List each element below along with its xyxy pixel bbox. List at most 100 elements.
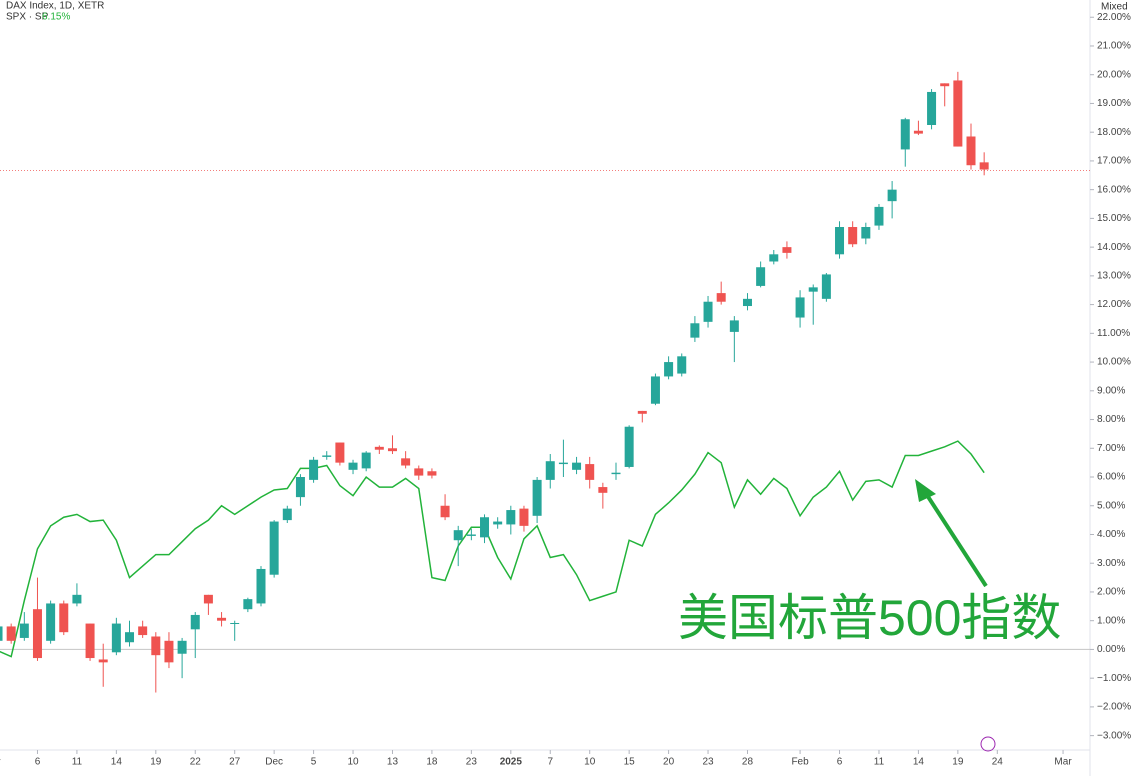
candle-body: [85, 623, 95, 659]
x-tick-label: 6: [35, 757, 41, 768]
candle-body: [545, 461, 555, 480]
x-tick-label: 23: [702, 757, 714, 768]
candle-body: [821, 274, 831, 299]
candle-body: [295, 477, 305, 498]
candle-body: [19, 623, 29, 638]
candle-body: [46, 603, 56, 641]
candle-body: [59, 603, 69, 633]
candle-body: [585, 464, 595, 480]
overlay-value: 6.15%: [42, 12, 70, 23]
y-tick-label: 19.00%: [1097, 98, 1131, 109]
y-tick-label: 21.00%: [1097, 41, 1131, 52]
arrow-head: [915, 479, 936, 502]
scale-mode: Mixed: [1101, 2, 1128, 13]
y-tick-label: 13.00%: [1097, 271, 1131, 282]
x-tick-label: 19: [150, 757, 162, 768]
candle-body: [795, 297, 805, 318]
y-tick-label: 9.00%: [1097, 385, 1125, 396]
candle-body: [874, 206, 884, 226]
x-tick-label: 20: [663, 757, 675, 768]
y-tick-label: 10.00%: [1097, 357, 1131, 368]
candle-body: [953, 80, 963, 147]
candle-body: [282, 508, 292, 521]
x-tick-label: 22: [190, 757, 202, 768]
y-tick-label: 3.00%: [1097, 558, 1125, 569]
y-tick-label: 7.00%: [1097, 443, 1125, 454]
candle-body: [6, 626, 16, 641]
candle-body: [729, 320, 739, 332]
x-tick-label: v: [0, 757, 1, 768]
candle-body: [453, 530, 463, 541]
candle-body: [598, 487, 608, 493]
x-tick-label: 10: [584, 757, 596, 768]
candle-body: [887, 189, 897, 202]
candle-body: [690, 323, 700, 338]
candle-body: [506, 510, 516, 525]
chart-title: DAX Index, 1D, XETR: [6, 1, 104, 12]
candle-body: [742, 298, 752, 307]
y-tick-label: 0.00%: [1097, 644, 1125, 655]
candle-body: [480, 517, 490, 538]
x-tick-label: 6: [837, 757, 843, 768]
candle-body: [703, 301, 713, 322]
y-tick-label: 12.00%: [1097, 299, 1131, 310]
candle-body: [151, 636, 161, 656]
candle-body: [677, 356, 687, 374]
candle-body: [440, 505, 450, 518]
candle-body: [756, 267, 766, 286]
annotation: 美国标普500指数: [678, 590, 1061, 646]
candle-body: [32, 609, 42, 659]
x-tick-label: 10: [347, 757, 359, 768]
y-tick-label: 17.00%: [1097, 156, 1131, 167]
x-tick-label: Mar: [1054, 757, 1072, 768]
x-tick-label: 14: [913, 757, 925, 768]
x-tick-label: 11: [874, 757, 885, 768]
y-tick-label: 11.00%: [1097, 328, 1130, 339]
candle-body: [190, 614, 200, 630]
x-tick-label: 18: [426, 757, 438, 768]
candle-body: [927, 91, 937, 125]
candle-body: [401, 458, 411, 466]
y-tick-label: 6.00%: [1097, 472, 1125, 483]
event-icon: [980, 736, 996, 752]
candle-body: [782, 247, 792, 253]
candle-body: [493, 521, 503, 525]
y-tick-label: 5.00%: [1097, 500, 1125, 511]
candle-body: [769, 254, 779, 262]
candle-body: [322, 455, 332, 457]
candle-body: [572, 462, 582, 470]
candle-body: [374, 446, 384, 450]
candle-body: [532, 479, 542, 516]
y-tick-label: 14.00%: [1097, 242, 1131, 253]
x-tick-label: 14: [111, 757, 123, 768]
x-tick-label: 19: [952, 757, 964, 768]
y-tick-label: 18.00%: [1097, 127, 1131, 138]
candle-body: [466, 534, 476, 536]
candle-body: [335, 442, 345, 463]
candle-body: [164, 640, 174, 663]
y-tick-label: 2.00%: [1097, 587, 1125, 598]
y-tick-label: 15.00%: [1097, 213, 1131, 224]
candle-body: [269, 521, 279, 575]
candle-body: [203, 594, 213, 604]
x-tick-label: 28: [742, 757, 754, 768]
x-tick-label: Dec: [265, 757, 283, 768]
candle-body: [861, 227, 871, 239]
candle-body: [940, 83, 950, 87]
x-tick-label: 27: [229, 757, 241, 768]
x-tick-label: 2025: [500, 757, 523, 768]
candle-body: [414, 468, 424, 476]
y-tick-label: 4.00%: [1097, 529, 1125, 540]
x-tick-label: 7: [547, 757, 553, 768]
y-tick-label: 8.00%: [1097, 414, 1125, 425]
candle-body: [519, 508, 529, 526]
x-tick-label: 24: [992, 757, 1004, 768]
y-tick-label: 22.00%: [1097, 12, 1131, 23]
x-tick-label: 15: [624, 757, 636, 768]
candle-body: [387, 448, 397, 452]
candle-body: [913, 130, 923, 134]
candle-body: [808, 287, 818, 292]
candle-body: [98, 659, 108, 663]
